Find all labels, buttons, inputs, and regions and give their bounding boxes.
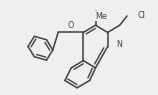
Text: Cl: Cl [138, 11, 146, 20]
Text: O: O [68, 21, 74, 30]
Text: N: N [116, 40, 122, 49]
Text: Me: Me [95, 11, 107, 21]
